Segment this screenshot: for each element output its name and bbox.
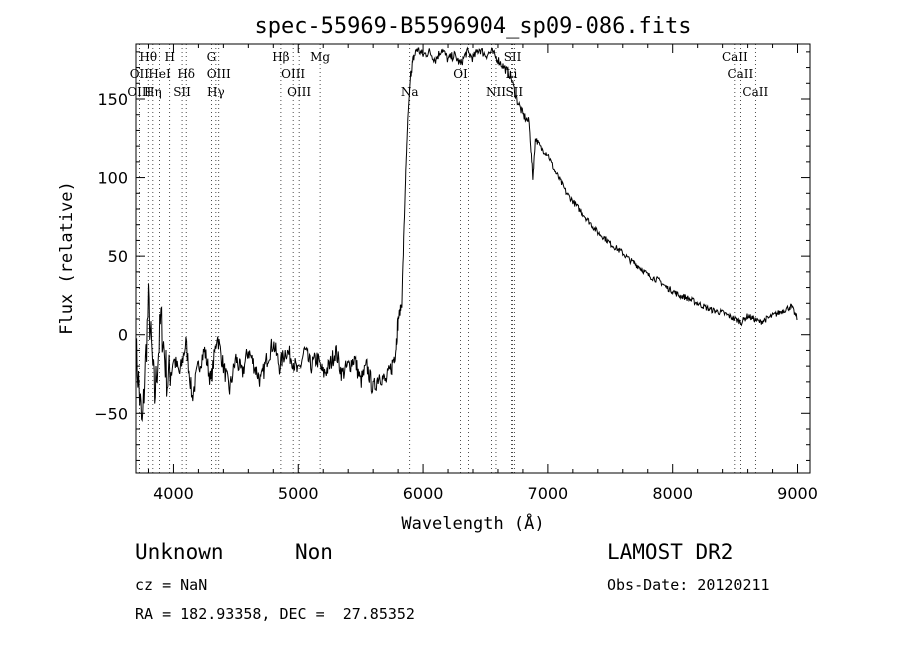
y-tick-label-0: 0 — [118, 326, 128, 345]
x-tick-label-8000: 8000 — [652, 484, 693, 503]
x-tick-label-4000: 4000 — [153, 484, 194, 503]
x-tick-label-7000: 7000 — [528, 484, 569, 503]
y-tick-label-150: 150 — [97, 90, 128, 109]
x-tick-label-9000: 9000 — [777, 484, 818, 503]
y-axis-label: Flux (relative) — [57, 181, 77, 335]
line-label-11: OIII — [281, 67, 305, 81]
line-label-1: H — [164, 50, 174, 64]
survey-label: LAMOST DR2 — [607, 540, 734, 564]
x-tick-label-6000: 6000 — [403, 484, 444, 503]
line-label-2: G — [207, 50, 217, 64]
y-tick-label-50: 50 — [108, 247, 128, 266]
line-label-9: Hδ — [177, 67, 195, 81]
y-tick-label--50: −50 — [94, 404, 128, 423]
spectrum-series-line — [135, 46, 798, 423]
line-label-16: Hη — [144, 85, 162, 99]
marker-lines — [139, 44, 756, 473]
line-label-14: CaII — [727, 67, 753, 81]
line-label-0: Hθ — [139, 50, 157, 64]
line-label-7: OII — [130, 67, 150, 81]
line-label-13: Li — [506, 67, 518, 81]
cz-value: cz = NaN — [135, 576, 208, 594]
line-label-17: SII — [173, 85, 191, 99]
line-label-23: CaII — [742, 85, 768, 99]
line-label-5: SII — [504, 50, 522, 64]
y-tick-label-100: 100 — [97, 169, 128, 188]
y-axis: −50 0 50 100 150 — [94, 51, 810, 461]
line-label-12: OI — [453, 67, 468, 81]
line-label-19: OIII — [287, 85, 311, 99]
line-label-18: Hγ — [207, 85, 225, 99]
line-label-3: Hβ — [272, 50, 289, 64]
line-label-4: Mg — [310, 50, 330, 64]
class-label: Unknown — [135, 540, 224, 564]
x-tick-label-5000: 5000 — [278, 484, 319, 503]
subclass-label: Non — [295, 540, 333, 564]
ra-dec: RA = 182.93358, DEC = 27.85352 — [135, 605, 415, 623]
line-label-10: OIII — [207, 67, 231, 81]
plot-frame — [135, 43, 811, 474]
x-axis: 4000 5000 6000 7000 8000 9000 — [147, 44, 818, 503]
obs-date: Obs-Date: 20120211 — [607, 576, 770, 594]
chart-title: spec-55969-B5596904_sp09-086.fits — [254, 14, 691, 39]
line-label-21: NII — [486, 85, 506, 99]
line-label-8: HeI — [148, 67, 171, 81]
line-label-6: CaII — [722, 50, 748, 64]
x-axis-label: Wavelength (Å) — [401, 512, 544, 534]
line-label-15: OIII — [127, 85, 151, 99]
line-labels: Hθ H G Hβ Mg SII CaII OII HeI Hδ OIII OIII OI Li CaII O… — [127, 50, 768, 99]
